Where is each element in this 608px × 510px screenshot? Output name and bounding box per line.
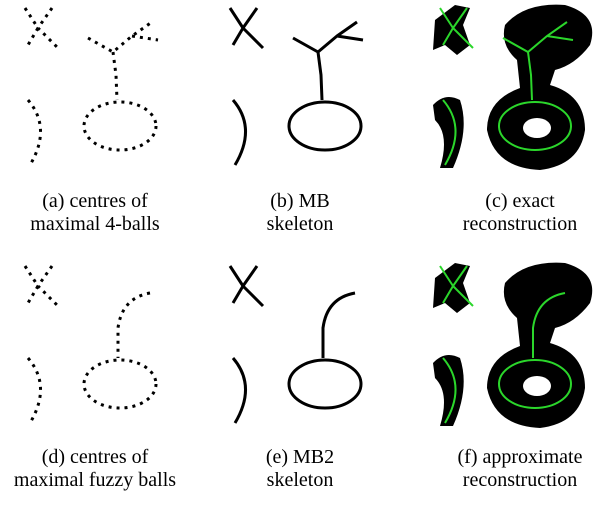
caption-line: maximal 4-balls xyxy=(30,213,160,235)
caption-line: reconstruction xyxy=(463,213,577,235)
caption-line: skeleton xyxy=(267,213,334,235)
panel-a xyxy=(25,8,158,165)
caption-line: reconstruction xyxy=(463,469,577,491)
caption-line: (a) centres of xyxy=(42,190,148,212)
caption-line: (c) exact xyxy=(485,190,555,212)
figure: (a) centres ofmaximal 4-balls(b) MBskele… xyxy=(0,0,608,510)
caption-line: skeleton xyxy=(267,469,334,491)
panel-d xyxy=(25,266,156,423)
caption-line: (e) MB2 xyxy=(266,446,334,468)
panel-c xyxy=(433,5,592,170)
caption-line: (d) centres of xyxy=(42,446,149,468)
panel-b xyxy=(230,8,363,165)
caption-line: (f) approximate xyxy=(458,446,583,468)
panel-f xyxy=(433,263,592,428)
caption-line: (b) MB xyxy=(270,190,329,212)
caption-line: maximal fuzzy balls xyxy=(14,469,176,491)
panel-e xyxy=(230,266,361,423)
